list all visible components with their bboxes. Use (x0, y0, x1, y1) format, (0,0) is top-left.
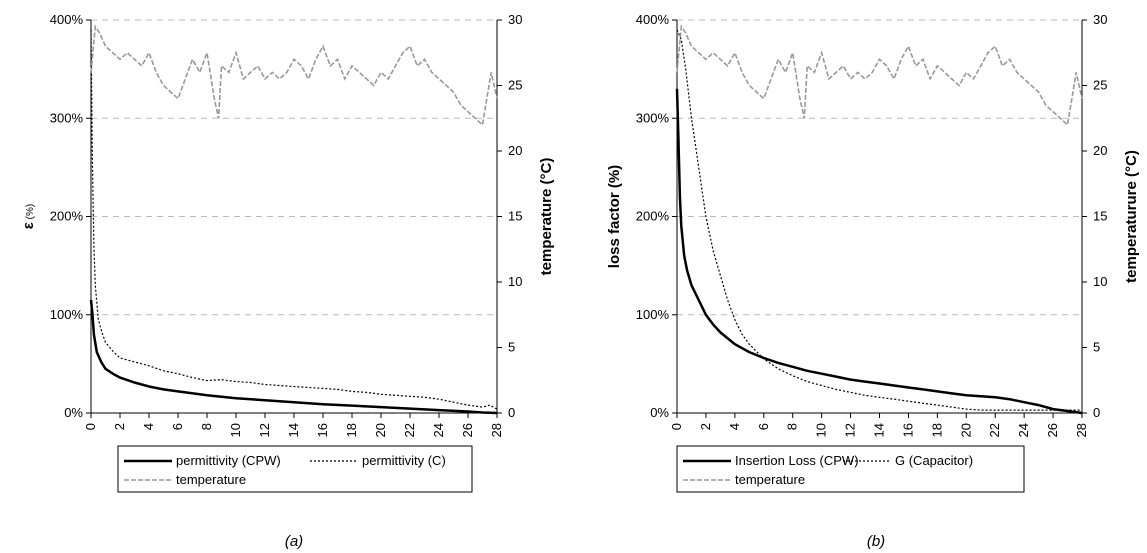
x-tick-label: 18 (344, 423, 359, 437)
y-tick-label: 0% (64, 405, 83, 420)
x-tick-label: 12 (843, 423, 858, 437)
y-axis-title: ε (%) (20, 204, 37, 229)
x-tick-label: 26 (1045, 423, 1060, 437)
x-tick-label: 8 (199, 423, 214, 430)
series-line-solid (675, 88, 1083, 415)
x-tick-label: 12 (257, 423, 272, 437)
series-line-dotted (676, 29, 1082, 411)
x-tick-label: 0 (83, 423, 98, 430)
x-tick-label: 8 (785, 423, 800, 430)
y2-axis-title: temperature (°C) (538, 158, 555, 276)
y2-axis-title: temperaturure (°C) (1123, 150, 1140, 283)
panel-caption: (b) (867, 533, 885, 550)
series-line-temperature (676, 24, 1083, 127)
y2-tick-label: 25 (508, 78, 522, 93)
x-tick-label: 16 (315, 423, 330, 437)
y2-tick-label: 15 (508, 209, 522, 224)
y-tick-label: 300% (636, 110, 670, 125)
y-tick-label: 100% (636, 307, 670, 322)
x-tick-label: 6 (170, 423, 185, 430)
x-tick-label: 14 (286, 423, 301, 437)
y2-tick-label: 0 (1093, 405, 1100, 420)
legend-label: temperature (176, 472, 246, 487)
y-tick-label: 0% (650, 405, 669, 420)
legend-box (117, 445, 473, 493)
x-tick-label: 22 (987, 423, 1002, 437)
y2-tick-label: 10 (508, 274, 522, 289)
panel-caption: (a) (285, 533, 303, 550)
y2-tick-label: 30 (1093, 12, 1107, 27)
x-tick-label: 22 (402, 423, 417, 437)
y2-tick-label: 0 (508, 405, 515, 420)
x-tick-label: 16 (900, 423, 915, 437)
x-tick-label: 18 (929, 423, 944, 437)
x-tick-label: 10 (814, 423, 829, 437)
y2-tick-label: 20 (1093, 143, 1107, 158)
legend-box (676, 445, 1025, 493)
y2-tick-label: 25 (1093, 78, 1107, 93)
series-line-solid (89, 299, 498, 415)
y-axis-unit: (%) (25, 204, 36, 222)
legend-label: temperature (735, 472, 805, 487)
x-tick-label: 14 (872, 423, 887, 437)
y-tick-label: 300% (50, 110, 84, 125)
x-tick-label: 20 (958, 423, 973, 437)
x-tick-label: 2 (698, 423, 713, 430)
x-tick-label: 24 (431, 423, 446, 437)
y2-tick-label: 5 (1093, 340, 1100, 355)
y-axis-title: loss factor (%) (606, 165, 623, 268)
legend-label: permittivity (C) (362, 453, 446, 468)
x-tick-label: 28 (489, 423, 504, 437)
y2-tick-label: 15 (1093, 209, 1107, 224)
y2-tick-label: 10 (1093, 274, 1107, 289)
y-axis-symbol: ε (20, 222, 37, 229)
y-tick-label: 400% (50, 12, 84, 27)
y-tick-label: 200% (636, 209, 670, 224)
y2-tick-label: 20 (508, 143, 522, 158)
x-tick-label: 4 (141, 423, 156, 430)
y-tick-label: 200% (50, 209, 84, 224)
series-line-dotted (90, 29, 498, 410)
x-tick-label: 24 (1016, 423, 1031, 437)
x-tick-label: 28 (1074, 423, 1089, 437)
y2-tick-label: 5 (508, 340, 515, 355)
y-tick-label: 400% (636, 12, 670, 27)
x-tick-label: 4 (727, 423, 742, 430)
x-tick-label: 0 (669, 423, 684, 430)
legend-label: permittivity (CPW) (176, 453, 281, 468)
legend-label: G (Capacitor) (895, 453, 973, 468)
x-tick-label: 20 (373, 423, 388, 437)
x-tick-label: 26 (460, 423, 475, 437)
x-tick-label: 2 (112, 423, 127, 430)
x-tick-label: 6 (756, 423, 771, 430)
legend-label: Insertion Loss (CPW) (735, 453, 859, 468)
x-tick-label: 10 (228, 423, 243, 437)
series-line-temperature (90, 24, 498, 127)
y2-tick-label: 30 (508, 12, 522, 27)
y-tick-label: 100% (50, 307, 84, 322)
